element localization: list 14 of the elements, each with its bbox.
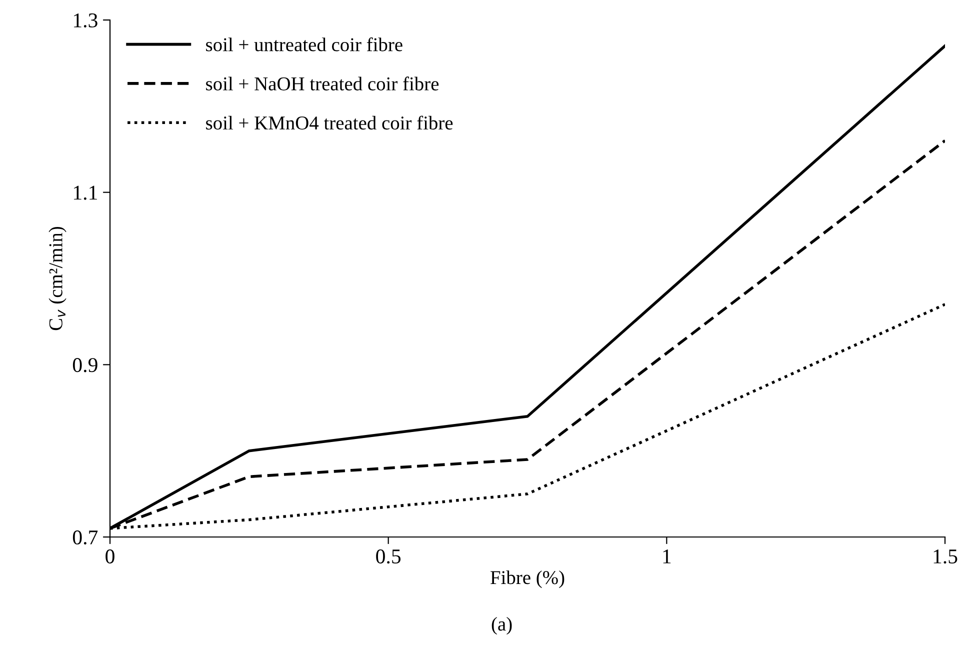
x-tick-label: 1.5 bbox=[934, 550, 958, 564]
y-tick-label: 0.7 bbox=[72, 530, 98, 545]
y-axis-title: C$_{v}$ (cm²/min) bbox=[48, 226, 66, 330]
y-tick-label: 0.9 bbox=[72, 358, 98, 372]
legend-label: soil + KMnO4 treated coir fibre bbox=[206, 116, 453, 130]
legend-label: soil + NaOH treated coir fibre bbox=[206, 76, 439, 90]
y-tick-label: 1.3 bbox=[74, 13, 98, 28]
legend-label: soil + untreated coir fibre bbox=[206, 37, 402, 52]
x-tick-label: 0 bbox=[106, 549, 114, 564]
x-axis-title: Fibre (%) bbox=[490, 570, 564, 588]
text: (a) bbox=[492, 617, 512, 635]
x-tick-label: 1 bbox=[663, 550, 671, 564]
x-tick-label: 0.5 bbox=[376, 549, 401, 564]
y-tick-label: 1.1 bbox=[74, 186, 97, 200]
